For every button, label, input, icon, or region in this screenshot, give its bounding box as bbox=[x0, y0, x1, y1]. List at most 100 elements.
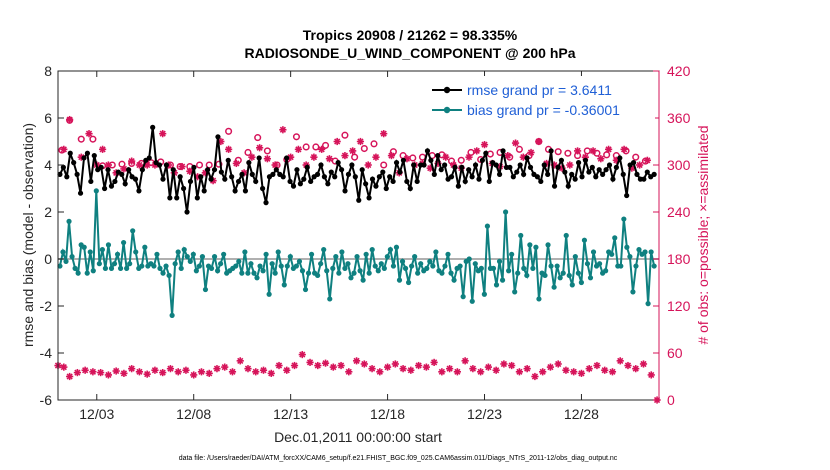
rmse-point bbox=[462, 178, 468, 185]
bias-point bbox=[336, 270, 342, 276]
bias-point bbox=[472, 261, 478, 267]
bias-point bbox=[542, 272, 548, 279]
rmse-point bbox=[397, 169, 403, 175]
obs-assimilated-point bbox=[469, 365, 477, 373]
obs-possible-point bbox=[351, 153, 359, 161]
bias-point bbox=[442, 263, 448, 269]
obs-assimilated-point bbox=[294, 145, 302, 153]
bias-point bbox=[381, 265, 387, 271]
bias-point bbox=[281, 282, 287, 288]
obs-assimilated-point bbox=[616, 357, 624, 365]
obs-assimilated-point bbox=[639, 360, 648, 368]
bias-point bbox=[460, 294, 466, 300]
obs-assimilated-point bbox=[256, 144, 264, 152]
obs-assimilated-point bbox=[98, 145, 107, 153]
bias-point bbox=[466, 256, 472, 262]
bias-point bbox=[302, 286, 309, 293]
y-tick-label-left: 2 bbox=[44, 204, 52, 220]
rmse-point bbox=[67, 150, 73, 156]
obs-assimilated-point bbox=[473, 147, 481, 155]
rmse-point bbox=[328, 169, 334, 175]
obs-assimilated-point bbox=[484, 363, 492, 371]
rmse-point bbox=[651, 171, 657, 177]
rmse-point bbox=[366, 195, 372, 201]
y-tick-label-left: 0 bbox=[44, 251, 52, 267]
bias-point bbox=[305, 270, 312, 276]
rmse-point bbox=[191, 164, 197, 170]
rmse-point bbox=[91, 153, 97, 159]
obs-possible-point bbox=[515, 145, 523, 153]
bias-point bbox=[345, 261, 351, 267]
obs-possible-point bbox=[370, 140, 378, 148]
obs-assimilated-point bbox=[573, 147, 582, 155]
bias-point bbox=[445, 251, 451, 257]
bias-point bbox=[157, 265, 163, 271]
rmse-point bbox=[287, 178, 293, 185]
obs-assimilated-point bbox=[643, 156, 651, 164]
rmse-point bbox=[411, 162, 417, 168]
obs-assimilated-point bbox=[263, 155, 271, 163]
rmse-point bbox=[596, 167, 602, 173]
y-tick-label-right: 240 bbox=[667, 204, 691, 220]
obs-assimilated-point bbox=[259, 366, 268, 374]
rmse-point bbox=[263, 200, 269, 206]
obs-assimilated-point bbox=[500, 360, 508, 368]
bias-point bbox=[633, 263, 639, 269]
bias-point bbox=[269, 261, 275, 267]
rmse-point bbox=[428, 157, 434, 163]
rmse-point bbox=[325, 181, 331, 187]
y-tick-label-right: 360 bbox=[667, 110, 691, 126]
bias-point bbox=[384, 254, 390, 260]
bias-point bbox=[366, 270, 372, 276]
obs-assimilated-point bbox=[345, 368, 353, 376]
rmse-point bbox=[160, 176, 166, 182]
bias-point bbox=[624, 244, 630, 250]
bias-point bbox=[287, 254, 293, 260]
obs-assimilated-point bbox=[593, 361, 601, 370]
bias-point bbox=[415, 270, 421, 276]
bias-point bbox=[490, 265, 497, 271]
rmse-point bbox=[304, 164, 310, 170]
rmse-point bbox=[569, 171, 575, 177]
obs-assimilated-point bbox=[85, 130, 93, 138]
rmse-point bbox=[108, 183, 115, 189]
obs-assimilated-point bbox=[527, 148, 535, 157]
obs-assimilated-point bbox=[624, 361, 632, 370]
rmse-point bbox=[57, 171, 63, 177]
obs-assimilated-point bbox=[461, 357, 469, 365]
obs-assimilated-point bbox=[577, 369, 586, 377]
obs-assimilated-point bbox=[213, 365, 221, 373]
bias-point bbox=[578, 279, 584, 286]
obs-assimilated-point bbox=[128, 157, 136, 165]
rmse-point bbox=[424, 148, 431, 154]
bias-point bbox=[87, 249, 93, 255]
bias-point bbox=[284, 263, 290, 269]
x-axis-label: Dec.01,2011 00:00:00 start bbox=[274, 429, 442, 445]
bias-point bbox=[348, 275, 354, 281]
bias-point bbox=[418, 261, 424, 267]
obs-assimilated-point bbox=[364, 161, 372, 169]
obs-assimilated-point bbox=[178, 162, 186, 171]
rmse-point bbox=[517, 162, 523, 168]
obs-assimilated-point bbox=[480, 141, 489, 149]
rmse-point bbox=[77, 190, 84, 196]
bias-point bbox=[642, 249, 648, 255]
bias-point bbox=[427, 258, 433, 264]
legend: rmse grand pr = 3.6411 bias grand pr = -0… bbox=[425, 76, 655, 122]
bias-point bbox=[96, 261, 102, 267]
rmse-point bbox=[620, 171, 626, 177]
rmse-point bbox=[641, 176, 647, 182]
obs-assimilated-point bbox=[104, 161, 113, 169]
rmse-point bbox=[321, 174, 328, 180]
rmse-point bbox=[146, 155, 152, 161]
bias-point bbox=[363, 251, 369, 257]
obs-assimilated-point bbox=[620, 145, 628, 153]
obs-assimilated-point bbox=[546, 363, 555, 371]
y-tick-label-left: -4 bbox=[40, 345, 53, 361]
rmse-point bbox=[150, 124, 156, 130]
bias-point bbox=[163, 263, 169, 269]
rmse-point bbox=[163, 162, 170, 168]
rmse-point bbox=[579, 174, 585, 180]
bias-point bbox=[590, 249, 597, 255]
obs-assimilated-point bbox=[535, 137, 543, 146]
